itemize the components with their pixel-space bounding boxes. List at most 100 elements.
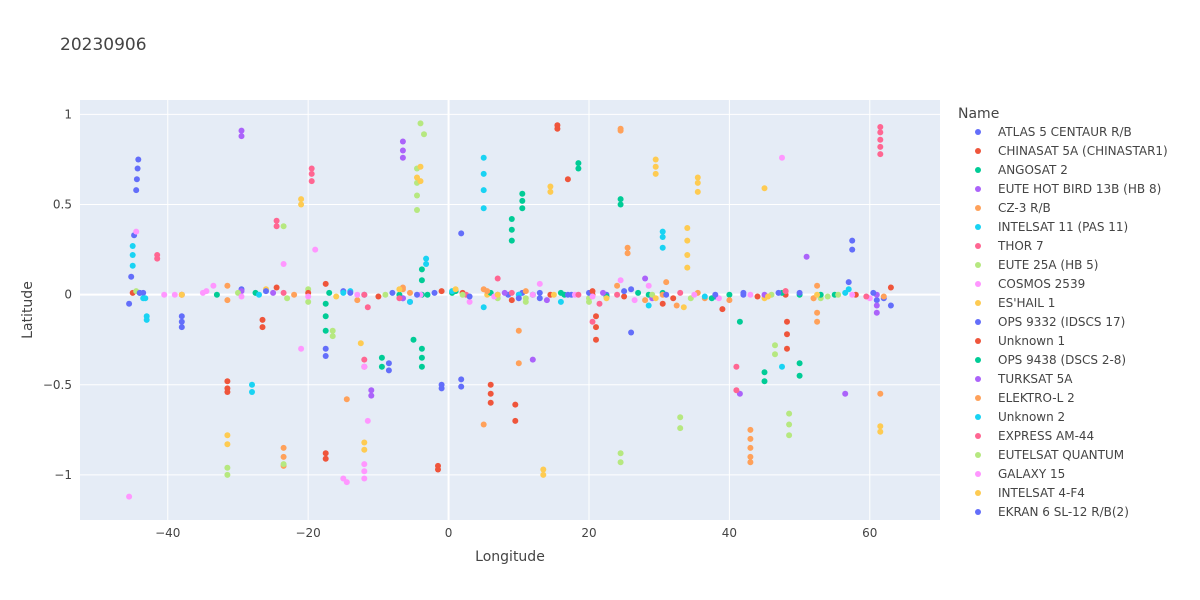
data-point[interactable] xyxy=(877,143,884,150)
data-point[interactable] xyxy=(642,297,649,304)
data-point[interactable] xyxy=(617,201,624,208)
data-point[interactable] xyxy=(677,289,684,296)
legend-item[interactable]: COSMOS 2539 xyxy=(975,277,1085,291)
data-point[interactable] xyxy=(396,286,403,293)
data-point[interactable] xyxy=(645,282,652,289)
data-point[interactable] xyxy=(480,187,487,194)
data-point[interactable] xyxy=(224,432,231,439)
data-point[interactable] xyxy=(557,298,564,305)
data-point[interactable] xyxy=(772,351,778,358)
data-point[interactable] xyxy=(575,160,582,167)
data-point[interactable] xyxy=(368,392,375,399)
data-point[interactable] xyxy=(663,279,670,286)
data-point[interactable] xyxy=(322,280,329,287)
data-point[interactable] xyxy=(133,228,140,235)
data-point[interactable] xyxy=(308,178,315,185)
data-point[interactable] xyxy=(322,455,329,462)
data-point[interactable] xyxy=(389,289,396,296)
legend-item[interactable]: INTELSAT 11 (PAS 11) xyxy=(975,220,1128,234)
data-point[interactable] xyxy=(673,302,680,309)
data-point[interactable] xyxy=(754,293,761,300)
data-point[interactable] xyxy=(877,390,884,397)
data-point[interactable] xyxy=(814,309,821,316)
data-point[interactable] xyxy=(519,190,526,197)
data-point[interactable] xyxy=(238,133,245,140)
data-point[interactable] xyxy=(501,289,508,296)
legend-item[interactable]: ELEKTRO-L 2 xyxy=(975,391,1075,405)
data-point[interactable] xyxy=(280,289,287,296)
legend-item[interactable]: INTELSAT 4-F4 xyxy=(975,486,1085,500)
data-point[interactable] xyxy=(845,279,852,286)
data-point[interactable] xyxy=(543,297,550,304)
legend-item[interactable]: EUTELSAT QUANTUM xyxy=(975,448,1124,462)
data-point[interactable] xyxy=(494,291,501,298)
data-point[interactable] xyxy=(357,340,364,347)
data-point[interactable] xyxy=(322,313,329,320)
data-point[interactable] xyxy=(877,124,884,130)
data-point[interactable] xyxy=(126,300,133,307)
data-point[interactable] xyxy=(593,324,599,331)
data-point[interactable] xyxy=(340,289,347,296)
legend-item[interactable]: ANGOSAT 2 xyxy=(975,163,1068,177)
data-point[interactable] xyxy=(863,293,870,300)
data-point[interactable] xyxy=(224,389,231,395)
data-point[interactable] xyxy=(589,318,596,325)
data-point[interactable] xyxy=(624,250,631,257)
data-point[interactable] xyxy=(161,291,168,298)
legend-item[interactable]: CHINASAT 5A (CHINASTAR1) xyxy=(975,144,1168,158)
data-point[interactable] xyxy=(617,196,624,203)
data-point[interactable] xyxy=(635,289,642,296)
data-point[interactable] xyxy=(312,246,319,253)
legend-item[interactable]: ATLAS 5 CENTAUR R/B xyxy=(975,125,1132,139)
data-point[interactable] xyxy=(747,453,754,460)
data-point[interactable] xyxy=(747,426,754,433)
data-point[interactable] xyxy=(680,304,687,311)
data-point[interactable] xyxy=(298,196,305,203)
data-point[interactable] xyxy=(519,197,526,204)
data-point[interactable] xyxy=(877,129,884,136)
data-point[interactable] xyxy=(761,185,768,192)
data-point[interactable] xyxy=(772,342,778,349)
data-point[interactable] xyxy=(747,291,754,298)
data-point[interactable] xyxy=(624,244,631,251)
data-point[interactable] xyxy=(343,479,350,486)
data-point[interactable] xyxy=(322,353,329,359)
data-point[interactable] xyxy=(273,284,280,291)
data-point[interactable] xyxy=(593,313,599,320)
data-point[interactable] xyxy=(249,389,255,395)
data-point[interactable] xyxy=(259,316,266,323)
data-point[interactable] xyxy=(129,243,136,249)
data-point[interactable] xyxy=(256,291,262,298)
data-point[interactable] xyxy=(361,439,368,446)
data-point[interactable] xyxy=(368,387,375,394)
legend-item[interactable]: OPS 9332 (IDSCS 17) xyxy=(975,315,1125,329)
data-point[interactable] xyxy=(305,293,312,300)
data-point[interactable] xyxy=(480,421,487,428)
data-point[interactable] xyxy=(421,131,427,138)
data-point[interactable] xyxy=(747,444,754,451)
data-point[interactable] xyxy=(378,363,385,370)
data-point[interactable] xyxy=(329,333,336,340)
data-point[interactable] xyxy=(786,421,793,428)
data-point[interactable] xyxy=(361,468,368,475)
data-point[interactable] xyxy=(224,464,231,471)
data-point[interactable] xyxy=(347,289,354,296)
data-point[interactable] xyxy=(140,295,147,302)
data-point[interactable] xyxy=(726,297,733,304)
data-point[interactable] xyxy=(298,201,305,208)
data-point[interactable] xyxy=(280,461,287,468)
data-point[interactable] xyxy=(694,174,701,181)
data-point[interactable] xyxy=(677,414,684,421)
data-point[interactable] xyxy=(814,318,821,325)
data-point[interactable] xyxy=(407,298,413,305)
data-point[interactable] xyxy=(726,291,733,298)
data-point[interactable] xyxy=(458,383,465,390)
data-point[interactable] xyxy=(701,293,708,300)
data-point[interactable] xyxy=(670,295,677,302)
data-point[interactable] xyxy=(873,297,880,304)
data-point[interactable] xyxy=(733,387,740,394)
data-point[interactable] xyxy=(410,336,417,343)
data-point[interactable] xyxy=(238,293,245,300)
data-point[interactable] xyxy=(438,288,445,295)
data-point[interactable] xyxy=(178,291,185,298)
